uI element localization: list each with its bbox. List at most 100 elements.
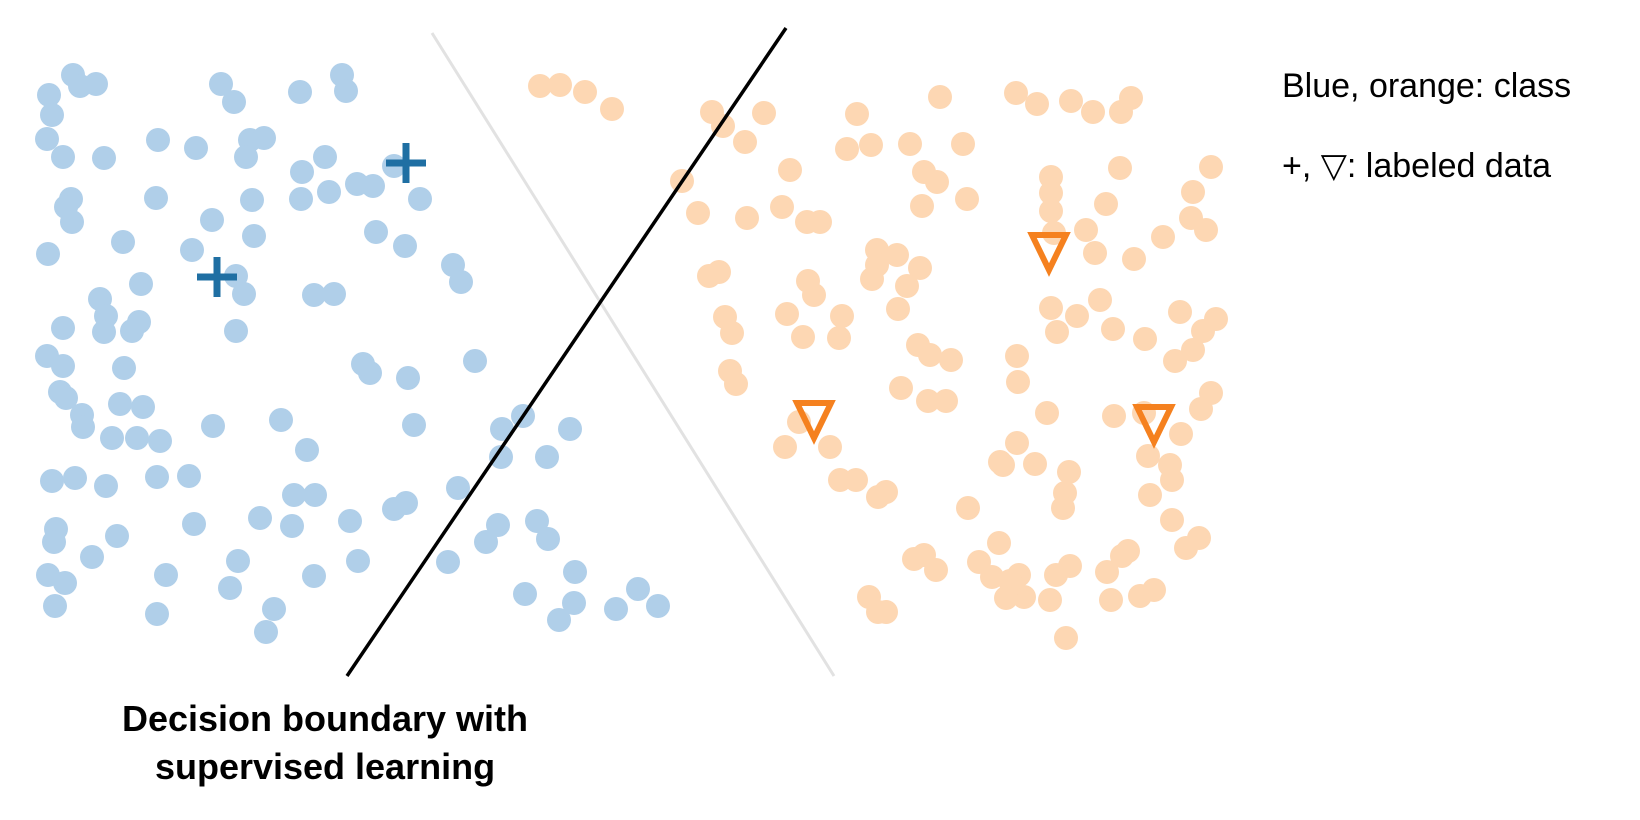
orange-point [1025,92,1049,116]
orange-point [775,302,799,326]
decision-boundary-line [345,27,788,677]
orange-point [845,102,869,126]
orange-point [1108,156,1132,180]
blue-point [177,464,201,488]
blue-point [42,530,66,554]
orange-point [818,435,842,459]
orange-point [1122,247,1146,271]
blue-point [92,146,116,170]
orange-labeled-triangle [1132,404,1176,449]
blue-point [346,549,370,573]
orange-point [1119,86,1143,110]
blue-point [646,594,670,618]
orange-point [1044,563,1068,587]
blue-point [201,414,225,438]
blue-point [302,564,326,588]
blue-point [218,576,242,600]
orange-point [1074,218,1098,242]
orange-point [910,194,934,218]
orange-point [1005,431,1029,455]
orange-point [859,133,883,157]
orange-point [1012,585,1036,609]
orange-point [1194,218,1218,242]
orange-point [1136,444,1160,468]
blue-point [43,594,67,618]
orange-point [528,74,552,98]
blue-point [351,352,375,376]
blue-point [290,160,314,184]
orange-point [1038,588,1062,612]
legend-labeled-text: +, ▽: labeled data [1282,147,1552,185]
blue-point [393,234,417,258]
blue-point [60,210,84,234]
orange-point [1189,397,1213,421]
orange-point [1142,578,1166,602]
orange-point [908,256,932,280]
orange-point [1023,452,1047,476]
decision-boundary-layer [345,27,788,677]
orange-point [830,304,854,328]
orange-point [987,531,1011,555]
blue-point [145,465,169,489]
blue-point [36,242,60,266]
orange-point [874,600,898,624]
orange-point [886,297,910,321]
orange-point [808,210,832,234]
blue-point [262,597,286,621]
orange-labeled-triangle [1027,232,1071,277]
legend-class-text: Blue, orange: class [1282,67,1572,105]
orange-point [844,468,868,492]
blue-point [242,224,266,248]
orange-point [955,187,979,211]
orange-point [1051,496,1075,520]
orange-point [733,130,757,154]
blue-point [562,591,586,615]
blue-point [105,524,129,548]
blue-point [489,445,513,469]
blue-point [322,282,346,306]
blue-point [127,310,151,334]
orange-point [1083,241,1107,265]
blue-point [313,145,337,169]
orange-point [1110,544,1134,568]
blue-point [146,128,170,152]
blue-point [100,426,124,450]
blue-point [129,272,153,296]
orange-point [898,132,922,156]
blue-point [394,491,418,515]
orange-point [1102,404,1126,428]
blue-point [334,79,358,103]
orange-labeled-triangle [792,400,836,445]
blue-point [536,527,560,551]
blue-point [535,445,559,469]
orange-point [1099,588,1123,612]
orange-point [724,372,748,396]
blue-point [182,512,206,536]
blue-point [558,417,582,441]
blue-labeled-plus [386,143,426,183]
orange-point [928,85,952,109]
orange-point [720,321,744,345]
blue-point [226,549,250,573]
orange-point [1187,526,1211,550]
orange-point [951,132,975,156]
blue-point [35,127,59,151]
orange-point [1081,100,1105,124]
blue-point [224,319,248,343]
blue-point [280,514,304,538]
orange-point [1039,199,1063,223]
orange-point [1059,89,1083,113]
blue-point [463,349,487,373]
blue-point [269,408,293,432]
blue-point [112,356,136,380]
orange-point [967,550,991,574]
orange-point [1005,344,1029,368]
orange-point [1101,317,1125,341]
orange-point [1163,349,1187,373]
blue-point [402,413,426,437]
ghost-boundary-line [430,32,836,677]
blue-point [338,509,362,533]
blue-point [449,270,473,294]
blue-point [40,103,64,127]
orange-point [802,283,826,307]
